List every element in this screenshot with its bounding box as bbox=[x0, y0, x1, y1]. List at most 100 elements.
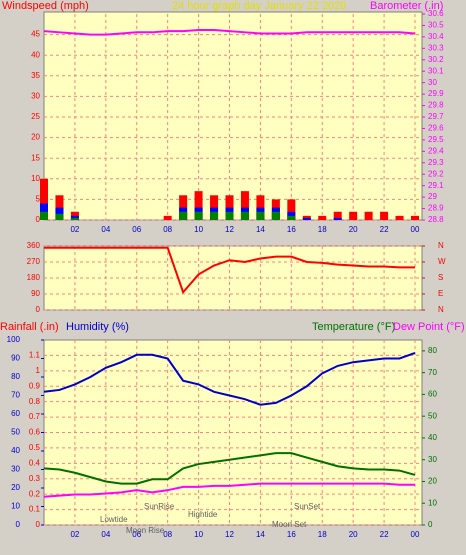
wind-bar bbox=[163, 215, 172, 220]
annotation: Moon Rise bbox=[126, 526, 165, 535]
x-tick-label: 20 bbox=[349, 530, 358, 539]
tick-label: 25 bbox=[31, 112, 40, 121]
tick-label: 90 bbox=[31, 289, 40, 298]
tick-label: 50 bbox=[428, 411, 437, 420]
annotation: SunRise bbox=[144, 502, 175, 511]
wind-bar bbox=[210, 211, 219, 220]
x-tick-label: 18 bbox=[318, 225, 327, 234]
x-tick-label: 08 bbox=[163, 225, 172, 234]
y2-label: Barometer (.in) bbox=[370, 0, 443, 12]
tick-label: 0.7 bbox=[29, 412, 41, 421]
tick-label: S bbox=[438, 273, 443, 282]
x-tick-label: 00 bbox=[411, 225, 420, 234]
wind-bar bbox=[225, 211, 234, 220]
wind-bar bbox=[179, 211, 188, 220]
wind-bar bbox=[40, 211, 48, 220]
tick-label: 10 bbox=[31, 174, 40, 183]
tick-label: 35 bbox=[31, 71, 40, 80]
wind-bar bbox=[395, 215, 404, 220]
y3-label: Temperature (°F) bbox=[312, 321, 395, 333]
wind-bar bbox=[70, 217, 79, 220]
tick-label: 0 bbox=[36, 520, 41, 529]
tick-label: 0 bbox=[428, 520, 433, 529]
tick-label: 30.3 bbox=[428, 43, 444, 52]
tick-label: 29.1 bbox=[428, 181, 444, 190]
tick-label: 40 bbox=[11, 446, 20, 455]
wind-bar bbox=[240, 211, 249, 220]
tick-label: 29.2 bbox=[428, 169, 444, 178]
tick-label: 80 bbox=[11, 372, 20, 381]
tick-label: 30 bbox=[428, 78, 437, 87]
tick-label: 28.9 bbox=[428, 204, 444, 213]
wind-bar bbox=[364, 211, 373, 220]
tick-label: 30.1 bbox=[428, 66, 444, 75]
tick-label: 50 bbox=[11, 428, 20, 437]
y-label: Rainfall (.in) bbox=[0, 321, 59, 333]
tick-label: 100 bbox=[7, 335, 21, 344]
x-tick-label: 10 bbox=[194, 225, 203, 234]
tick-label: 29.6 bbox=[428, 124, 444, 133]
x-tick-label: 04 bbox=[101, 530, 110, 539]
x-tick-label: 06 bbox=[132, 225, 141, 234]
tick-label: 20 bbox=[31, 133, 40, 142]
x-tick-label: 18 bbox=[318, 530, 327, 539]
tick-label: 70 bbox=[11, 391, 20, 400]
tick-label: 29 bbox=[428, 192, 437, 201]
series-line bbox=[43, 352, 416, 406]
x-tick-label: 14 bbox=[256, 530, 265, 539]
tick-label: 10 bbox=[428, 498, 437, 507]
tick-label: 29.4 bbox=[428, 146, 444, 155]
tick-label: 1.1 bbox=[29, 351, 41, 360]
tick-label: 40 bbox=[31, 50, 40, 59]
x-tick-label: 12 bbox=[225, 530, 234, 539]
tick-label: 45 bbox=[31, 30, 40, 39]
tick-label: 0.4 bbox=[29, 458, 41, 467]
tick-label: N bbox=[438, 305, 444, 314]
tick-label: 60 bbox=[428, 390, 437, 399]
x-tick-label: 04 bbox=[101, 225, 110, 234]
series-line bbox=[43, 452, 416, 485]
wind-bar bbox=[55, 213, 64, 220]
tick-label: 90 bbox=[11, 354, 20, 363]
series-line bbox=[44, 246, 415, 295]
tick-label: 20 bbox=[428, 477, 437, 486]
wind-bar bbox=[333, 217, 342, 220]
series-line bbox=[43, 482, 415, 498]
tick-label: 0.5 bbox=[29, 443, 41, 452]
wind-bar bbox=[411, 215, 419, 220]
tick-label: 30 bbox=[31, 92, 40, 101]
series-line bbox=[43, 29, 416, 36]
wind-bar bbox=[318, 215, 327, 220]
tick-label: N bbox=[438, 241, 444, 250]
x-tick-label: 12 bbox=[225, 225, 234, 234]
tick-label: 30.5 bbox=[428, 21, 444, 30]
x-tick-label: 00 bbox=[411, 530, 420, 539]
tick-label: 0.1 bbox=[29, 505, 41, 514]
x-tick-label: 16 bbox=[287, 530, 296, 539]
x-tick-label: 10 bbox=[194, 530, 203, 539]
tick-label: 60 bbox=[11, 409, 20, 418]
tick-label: 10 bbox=[11, 502, 20, 511]
x-tick-label: 02 bbox=[70, 225, 79, 234]
x-tick-label: 02 bbox=[70, 530, 79, 539]
tick-label: 0 bbox=[36, 305, 41, 314]
wind-bar bbox=[302, 217, 311, 220]
tick-label: 0 bbox=[16, 520, 21, 529]
wind-bar bbox=[380, 211, 389, 220]
annotation: Hightide bbox=[188, 510, 218, 519]
tick-label: 0.8 bbox=[29, 397, 41, 406]
x-tick-label: 08 bbox=[163, 530, 172, 539]
x-tick-label: 06 bbox=[132, 530, 141, 539]
wind-bar bbox=[287, 215, 296, 220]
tick-label: 20 bbox=[11, 483, 20, 492]
y4-label: Dew Point (°F) bbox=[393, 321, 465, 333]
tick-label: 0.6 bbox=[29, 428, 41, 437]
x-tick-label: 14 bbox=[256, 225, 265, 234]
tick-label: 29.5 bbox=[428, 135, 444, 144]
tick-label: 30.2 bbox=[428, 55, 444, 64]
tick-label: E bbox=[438, 289, 443, 298]
wind-bar bbox=[271, 211, 280, 220]
tick-label: 270 bbox=[27, 257, 41, 266]
tick-label: 360 bbox=[27, 241, 41, 250]
x-tick-label: 22 bbox=[380, 225, 389, 234]
